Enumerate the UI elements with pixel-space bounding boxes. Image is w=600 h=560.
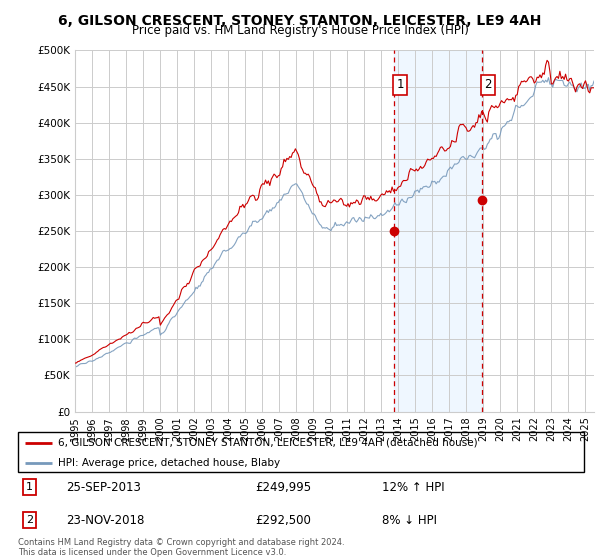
Text: £292,500: £292,500 xyxy=(256,514,311,527)
Text: £249,995: £249,995 xyxy=(256,480,312,494)
Text: 23-NOV-2018: 23-NOV-2018 xyxy=(67,514,145,527)
Text: Price paid vs. HM Land Registry's House Price Index (HPI): Price paid vs. HM Land Registry's House … xyxy=(131,24,469,37)
Bar xyxy=(394,50,482,412)
Text: 8% ↓ HPI: 8% ↓ HPI xyxy=(382,514,437,527)
Text: 25-SEP-2013: 25-SEP-2013 xyxy=(67,480,142,494)
Text: HPI: Average price, detached house, Blaby: HPI: Average price, detached house, Blab… xyxy=(58,458,280,468)
Text: Contains HM Land Registry data © Crown copyright and database right 2024.
This d: Contains HM Land Registry data © Crown c… xyxy=(18,538,344,557)
Text: 2: 2 xyxy=(485,78,492,91)
Text: 1: 1 xyxy=(26,482,33,492)
Text: 6, GILSON CRESCENT, STONEY STANTON, LEICESTER, LE9 4AH (detached house): 6, GILSON CRESCENT, STONEY STANTON, LEIC… xyxy=(58,438,478,448)
Text: 2: 2 xyxy=(26,515,33,525)
Text: 1: 1 xyxy=(397,78,404,91)
Text: 12% ↑ HPI: 12% ↑ HPI xyxy=(382,480,445,494)
Text: 6, GILSON CRESCENT, STONEY STANTON, LEICESTER, LE9 4AH: 6, GILSON CRESCENT, STONEY STANTON, LEIC… xyxy=(58,14,542,28)
